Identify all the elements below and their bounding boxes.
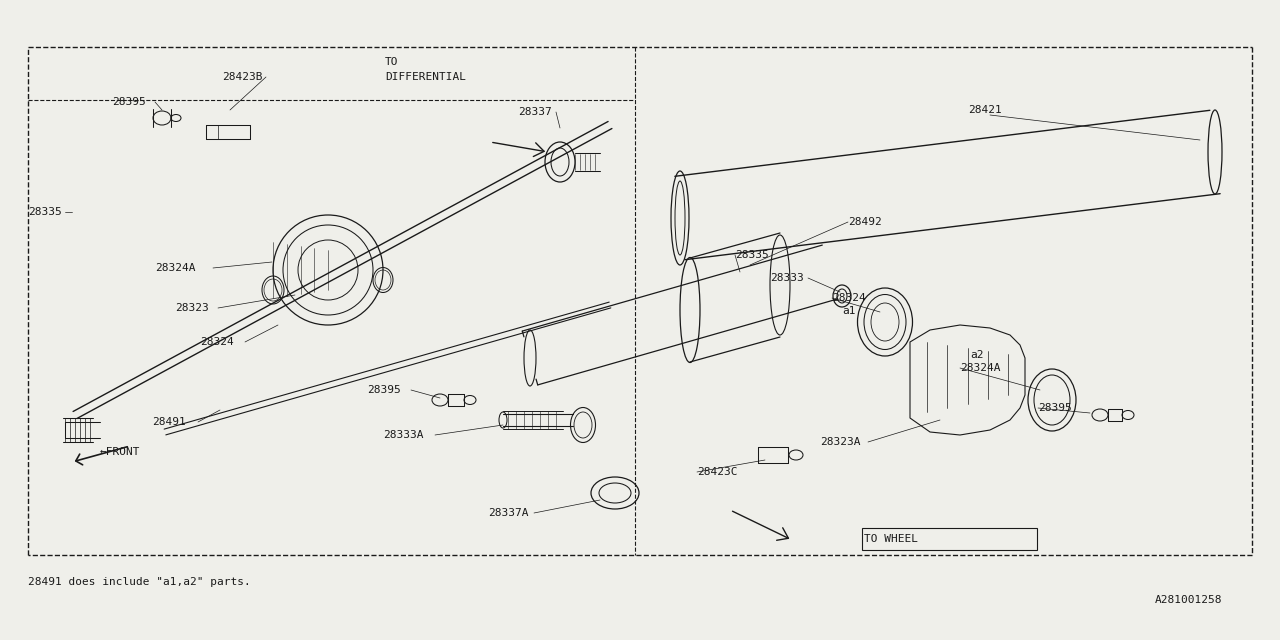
Text: 28337A: 28337A: [488, 508, 529, 518]
Text: 28491 does include "a1,a2" parts.: 28491 does include "a1,a2" parts.: [28, 577, 251, 587]
Text: a2: a2: [970, 350, 983, 360]
Text: 28395: 28395: [1038, 403, 1071, 413]
Text: 28324: 28324: [832, 293, 865, 303]
Text: 28335: 28335: [28, 207, 61, 217]
Text: 28333: 28333: [771, 273, 804, 283]
Text: 28491: 28491: [152, 417, 186, 427]
Text: 28423B: 28423B: [221, 72, 262, 82]
Text: 28323A: 28323A: [820, 437, 860, 447]
Bar: [861, 528, 1037, 550]
Text: 28324A: 28324A: [155, 263, 196, 273]
Text: 28421: 28421: [968, 105, 1002, 115]
Text: 28337: 28337: [518, 107, 552, 117]
Text: 28423C: 28423C: [698, 467, 737, 477]
Text: 28333A: 28333A: [383, 430, 424, 440]
Text: A281001258: A281001258: [1155, 595, 1222, 605]
Text: TO: TO: [385, 57, 398, 67]
Text: 28324: 28324: [200, 337, 234, 347]
Polygon shape: [910, 325, 1025, 435]
Text: TO WHEEL: TO WHEEL: [864, 534, 918, 544]
Text: ←FRONT: ←FRONT: [100, 447, 141, 457]
Text: 28395: 28395: [113, 97, 146, 107]
Text: 28323: 28323: [175, 303, 209, 313]
Text: 28335: 28335: [735, 250, 769, 260]
Text: 28324A: 28324A: [960, 363, 1001, 373]
Text: 28395: 28395: [367, 385, 401, 395]
Text: a1: a1: [842, 306, 855, 316]
Text: 28492: 28492: [849, 217, 882, 227]
Text: DIFFERENTIAL: DIFFERENTIAL: [385, 72, 466, 82]
